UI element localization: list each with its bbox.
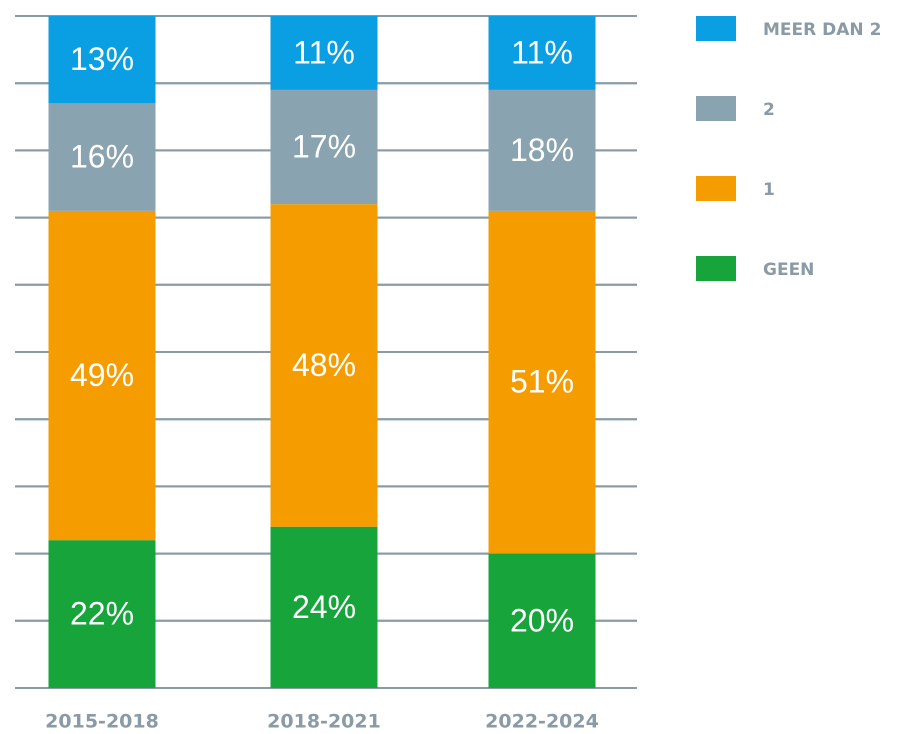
- x-tick-label: 2022-2024: [485, 711, 599, 733]
- legend-label: MEER DAN 2: [763, 20, 881, 40]
- bar-segment: [270, 204, 378, 527]
- bar-segment: [488, 210, 596, 554]
- value-label: 16%: [70, 139, 134, 175]
- bar-segment: [270, 16, 378, 90]
- value-label: 18%: [510, 132, 574, 168]
- value-label: 11%: [511, 34, 573, 70]
- legend-swatch: [696, 16, 736, 41]
- legend-swatch: [696, 176, 736, 201]
- value-label: 11%: [293, 34, 355, 70]
- bar-segment: [48, 540, 156, 688]
- value-label: 22%: [70, 596, 134, 632]
- legend-swatch: [696, 256, 736, 281]
- legend-label: 1: [763, 180, 775, 200]
- bar-segment: [48, 16, 156, 104]
- legend-label: 2: [763, 100, 775, 120]
- value-label: 49%: [70, 357, 134, 393]
- value-label: 51%: [510, 364, 574, 400]
- value-label: 20%: [510, 602, 574, 638]
- x-tick-label: 2018-2021: [267, 711, 381, 733]
- bar-segment: [48, 210, 156, 541]
- bar-segment: [48, 103, 156, 211]
- legend-swatch: [696, 96, 736, 121]
- x-tick-label: 2015-2018: [45, 711, 159, 733]
- value-label: 24%: [292, 589, 356, 625]
- bar-segment: [488, 89, 596, 211]
- value-label: 48%: [292, 347, 356, 383]
- legend-label: GEEN: [763, 260, 814, 280]
- bar-segment: [488, 16, 596, 90]
- bar-segment: [270, 526, 378, 688]
- value-label: 13%: [70, 41, 134, 77]
- bar-segment: [270, 89, 378, 205]
- value-label: 17%: [292, 128, 356, 164]
- bar-segment: [488, 553, 596, 688]
